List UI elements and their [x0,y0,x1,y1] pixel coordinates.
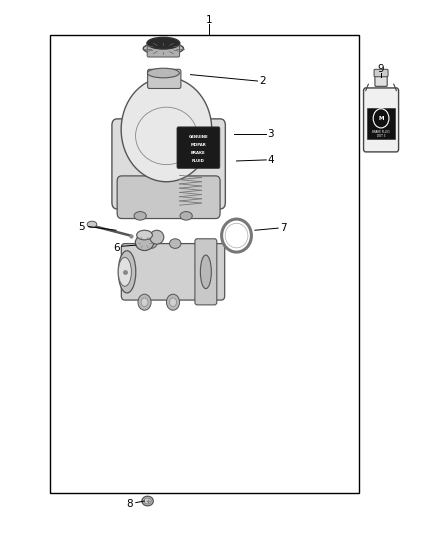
Text: 2: 2 [259,76,266,86]
Text: 8: 8 [126,499,133,508]
FancyBboxPatch shape [375,75,387,86]
Ellipse shape [180,212,192,220]
Ellipse shape [142,496,153,506]
FancyBboxPatch shape [148,69,181,88]
FancyBboxPatch shape [195,239,217,305]
Bar [367,108,395,139]
Text: BRAKE FLUID: BRAKE FLUID [372,130,390,134]
FancyBboxPatch shape [374,69,388,77]
Text: 4: 4 [267,155,274,165]
FancyBboxPatch shape [177,127,220,168]
Text: 3: 3 [267,130,274,139]
Text: 1: 1 [206,15,213,25]
Text: FLUID: FLUID [192,159,205,163]
FancyBboxPatch shape [147,44,180,57]
Ellipse shape [121,77,212,182]
Ellipse shape [147,37,180,49]
Ellipse shape [138,294,151,310]
Ellipse shape [87,221,97,228]
FancyBboxPatch shape [364,88,399,152]
Text: GENUINE: GENUINE [189,135,208,139]
Ellipse shape [150,230,164,244]
Ellipse shape [143,43,184,54]
FancyBboxPatch shape [112,119,225,209]
Text: 5: 5 [78,222,85,231]
FancyBboxPatch shape [117,176,220,219]
Text: 7: 7 [280,223,287,233]
Text: DOT 3: DOT 3 [377,134,385,138]
Ellipse shape [137,230,152,240]
Ellipse shape [134,212,146,220]
Text: 9: 9 [378,64,385,74]
Ellipse shape [135,235,154,251]
Ellipse shape [166,294,180,310]
Ellipse shape [118,257,131,286]
Ellipse shape [200,255,211,289]
Ellipse shape [170,298,177,306]
Bar [50,35,359,493]
Text: M: M [378,116,384,121]
Text: 6: 6 [113,243,120,253]
Ellipse shape [147,68,180,78]
Text: MOPAR: MOPAR [191,143,206,147]
FancyBboxPatch shape [121,244,225,300]
Text: BRAKE: BRAKE [191,151,206,155]
Ellipse shape [144,498,152,504]
Ellipse shape [141,298,148,306]
Ellipse shape [118,251,136,293]
Ellipse shape [170,239,181,248]
Ellipse shape [145,239,157,248]
